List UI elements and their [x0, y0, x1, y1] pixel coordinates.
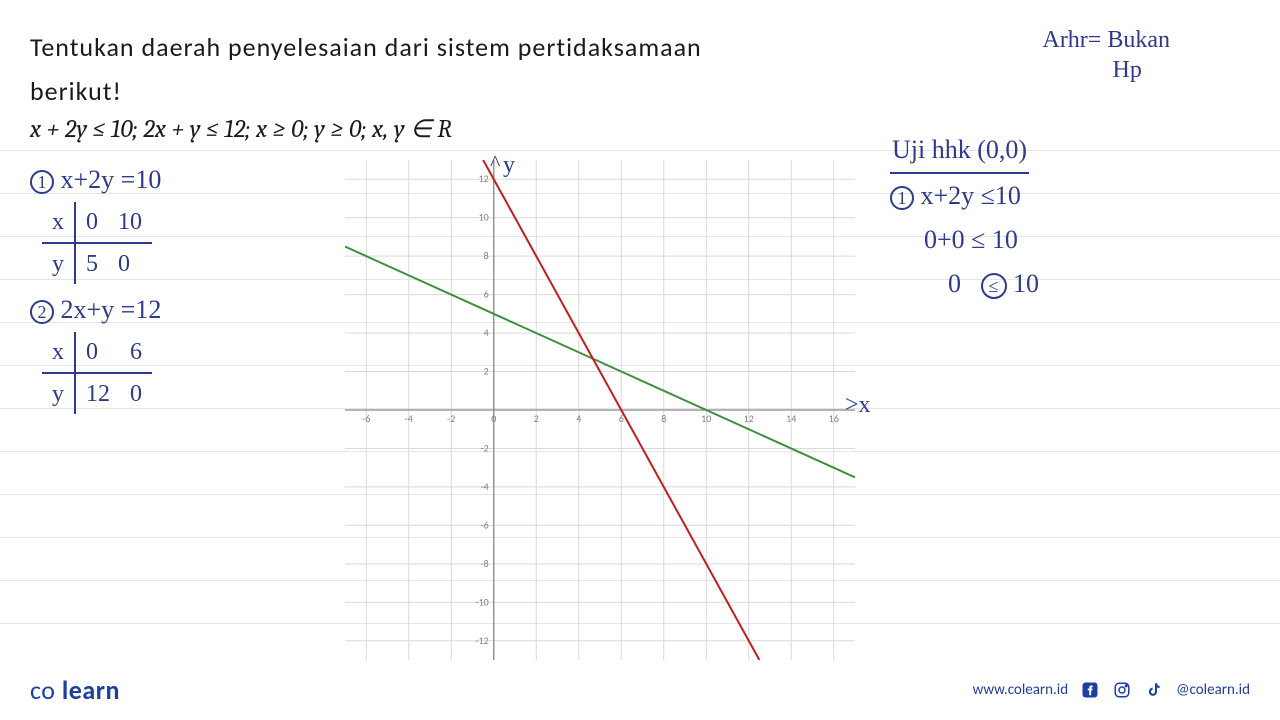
brand-logo: co learn: [30, 674, 120, 706]
graph-region: -6-4-20246810121416-12-10-8-6-4-22468101…: [345, 160, 855, 660]
svg-text:-10: -10: [476, 595, 489, 608]
working-right: Uji hhk (0,0) 1 x+2y ≤10 0+0 ≤ 10 0 ≤ 10: [890, 128, 1140, 306]
svg-text:12: 12: [479, 172, 489, 185]
svg-text:10: 10: [479, 211, 489, 224]
problem-line1: Tentukan daerah penyelesaian dari sistem…: [30, 31, 702, 63]
svg-text:12: 12: [744, 412, 754, 425]
svg-text:0: 0: [491, 412, 496, 425]
svg-text:-2: -2: [447, 412, 455, 425]
tiktok-icon: [1144, 680, 1164, 700]
svg-text:6: 6: [484, 288, 489, 301]
problem-statement: Tentukan daerah penyelesaian dari sistem…: [30, 25, 1060, 113]
svg-text:4: 4: [484, 326, 489, 339]
footer-handle: @colearn.id: [1176, 681, 1250, 699]
facebook-icon: [1080, 680, 1100, 700]
marker-1: 1: [30, 170, 54, 194]
eq2-text: 2x+y =12: [61, 295, 162, 324]
svg-text:-6: -6: [481, 518, 489, 531]
axis-label-y: y: [503, 152, 515, 179]
svg-text:2: 2: [534, 412, 539, 425]
uji-l1: x+2y ≤10: [921, 181, 1021, 210]
uji-l3: 0 ≤ 10: [890, 262, 1140, 306]
svg-text:-12: -12: [476, 634, 489, 647]
axis-cap-y: ^: [490, 150, 500, 176]
svg-text:4: 4: [576, 412, 581, 425]
footer: co learn www.colearn.id @colearn.id: [30, 674, 1250, 706]
axis-label-x: >x: [845, 392, 871, 419]
annot-tr-2: Hp: [1042, 57, 1141, 83]
svg-text:8: 8: [661, 412, 666, 425]
footer-right: www.colearn.id @colearn.id: [973, 680, 1250, 700]
annot-tr-1: Arhr= Bukan: [1042, 27, 1170, 53]
working-left: 1 x+2y =10 x010 y50 2 2x+y =12 x06 y120: [30, 160, 290, 420]
uji-title: Uji hhk (0,0): [890, 128, 1029, 174]
line-1: [345, 247, 855, 478]
marker-2: 2: [30, 300, 54, 324]
problem-math: x + 2y ≤ 10; 2x + y ≤ 12; x ≥ 0; y ≥ 0; …: [30, 114, 452, 144]
svg-text:-4: -4: [405, 412, 413, 425]
marker-r1: 1: [890, 186, 914, 210]
svg-text:16: 16: [829, 412, 839, 425]
eq2-row: 2 2x+y =12: [30, 290, 290, 330]
annotation-top-right: Arhr= Bukan Hp: [1042, 25, 1170, 85]
svg-text:10: 10: [701, 412, 711, 425]
svg-text:2: 2: [484, 365, 489, 378]
problem-line2: berikut!: [30, 75, 122, 107]
uji-l2: 0+0 ≤ 10: [890, 218, 1140, 262]
svg-text:-8: -8: [481, 557, 489, 570]
eq1-text: x+2y =10: [61, 165, 162, 194]
table-1: x010 y50: [42, 202, 152, 284]
table-2: x06 y120: [42, 332, 152, 414]
svg-text:14: 14: [786, 412, 796, 425]
svg-text:-4: -4: [481, 480, 489, 493]
coordinate-plot: -6-4-20246810121416-12-10-8-6-4-22468101…: [345, 160, 855, 660]
svg-text:-2: -2: [481, 441, 489, 454]
instagram-icon: [1112, 680, 1132, 700]
svg-text:-6: -6: [362, 412, 370, 425]
footer-site: www.colearn.id: [973, 681, 1069, 699]
svg-text:8: 8: [484, 249, 489, 262]
eq1-row: 1 x+2y =10: [30, 160, 290, 200]
